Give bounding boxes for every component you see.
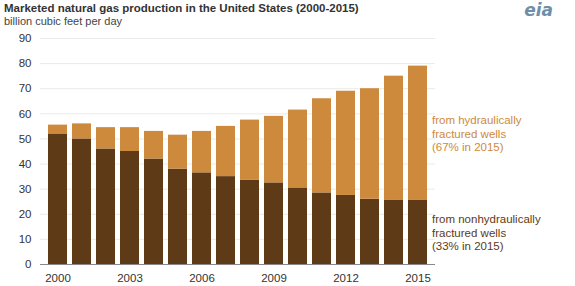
svg-text:2006: 2006 [189,272,215,284]
svg-text:80: 80 [19,57,32,69]
svg-text:20: 20 [19,208,32,220]
svg-text:from hydraulicallyfractured we: from hydraulicallyfractured wells(67% in… [432,114,522,152]
svg-text:30: 30 [19,183,32,195]
html-text:eia: eia [524,0,553,20]
svg-text:2003: 2003 [117,272,143,284]
svg-text:50: 50 [19,133,32,145]
svg-text:2000: 2000 [45,272,71,284]
svg-text:90: 90 [19,32,32,44]
svg-text:0: 0 [25,258,31,270]
svg-text:10: 10 [19,233,32,245]
html-text:billion cubic feet per day: billion cubic feet per day [4,15,122,27]
svg-text:from nonhydraulicallyfractured: from nonhydraulicallyfractured wells(33%… [432,213,541,251]
svg-text:40: 40 [19,158,32,170]
svg-text:2015: 2015 [405,272,431,284]
svg-text:60: 60 [19,108,32,120]
svg-text:70: 70 [19,82,32,94]
svg-text:2012: 2012 [333,272,359,284]
svg-text:2009: 2009 [261,272,287,284]
html-text:Marketed natural gas productio: Marketed natural gas production in the U… [4,2,359,14]
